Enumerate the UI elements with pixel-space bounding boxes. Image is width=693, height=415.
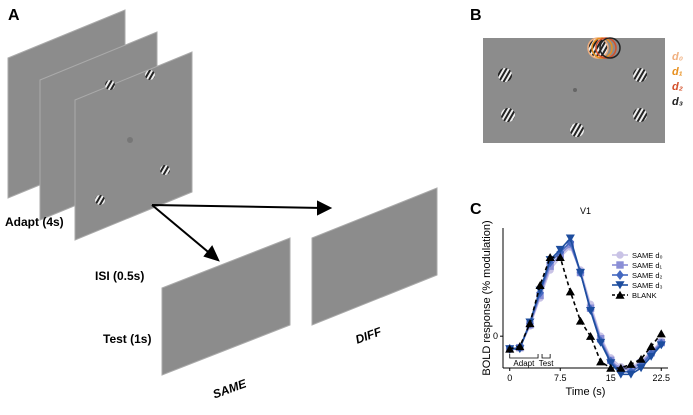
legend-label: d₂ [672, 81, 683, 93]
diff-label: DIFF [354, 324, 384, 347]
legend-marker [616, 261, 624, 269]
point [525, 319, 535, 328]
point [575, 268, 586, 277]
point [505, 344, 515, 353]
adapt-label: Adapt (4s) [5, 215, 64, 229]
y-tick-label: 0 [493, 331, 498, 341]
point [555, 245, 565, 254]
legend-label: SAME d₀ [632, 251, 663, 260]
x-tick-label: 0 [507, 373, 512, 383]
bracket [509, 354, 539, 359]
point [656, 329, 666, 338]
point [545, 253, 555, 261]
series-line [509, 256, 662, 369]
point [565, 234, 575, 243]
same-plate [161, 237, 291, 376]
point [565, 287, 575, 296]
x-tick-label: 22.5 [652, 373, 670, 383]
chart-title: V1 [580, 206, 591, 216]
point [596, 338, 606, 347]
legend-marker [615, 281, 625, 290]
point [575, 316, 586, 325]
series-line [509, 236, 662, 376]
y-axis-label: BOLD response (% modulation) [481, 220, 493, 375]
point [535, 281, 545, 289]
point [585, 307, 596, 315]
chart: V1 0 7.5 15 22.5 0 Time (s) BOLD response (% mo… [481, 206, 670, 398]
gabors [498, 37, 647, 137]
legend-marker [615, 290, 625, 299]
point [596, 357, 606, 366]
legend-label: SAME d₂ [632, 271, 663, 280]
point [555, 253, 565, 261]
test-label: Test (1s) [103, 332, 151, 346]
x-tick-label: 15 [606, 373, 616, 383]
annotation: Test [539, 359, 554, 368]
bracket [541, 354, 551, 359]
adapt-stack [7, 9, 193, 241]
legend: d₀ d₁ d₂ d₃ [672, 51, 683, 108]
point [626, 359, 636, 368]
legend-label: d₃ [672, 96, 683, 108]
point [515, 342, 525, 351]
legend-label: BLANK [632, 291, 657, 300]
point [646, 352, 656, 361]
point [626, 370, 636, 379]
x-axis-label: Time (s) [566, 386, 606, 398]
point [585, 331, 596, 340]
legend-label: SAME d₃ [632, 281, 663, 290]
point [656, 341, 666, 350]
isi-label: ISI (0.5s) [95, 269, 144, 283]
legend-marker [616, 269, 624, 281]
legend-label: SAME d₁ [632, 261, 663, 270]
same-label: SAME [211, 376, 249, 401]
point [606, 359, 616, 368]
point [636, 354, 646, 363]
point [646, 342, 656, 351]
panel-label: A [8, 7, 20, 24]
legend-marker [616, 251, 624, 259]
annotation: Adapt [513, 359, 535, 368]
diff-plate [311, 187, 438, 326]
x-tick-label: 7.5 [554, 373, 567, 383]
point [636, 364, 646, 373]
point [606, 363, 616, 372]
arrows [151, 200, 333, 262]
panel-label: B [470, 7, 482, 24]
legend-label: d₁ [672, 66, 683, 78]
panel-label: C [470, 201, 482, 218]
point [616, 363, 626, 372]
legend-label: d₀ [672, 51, 683, 63]
